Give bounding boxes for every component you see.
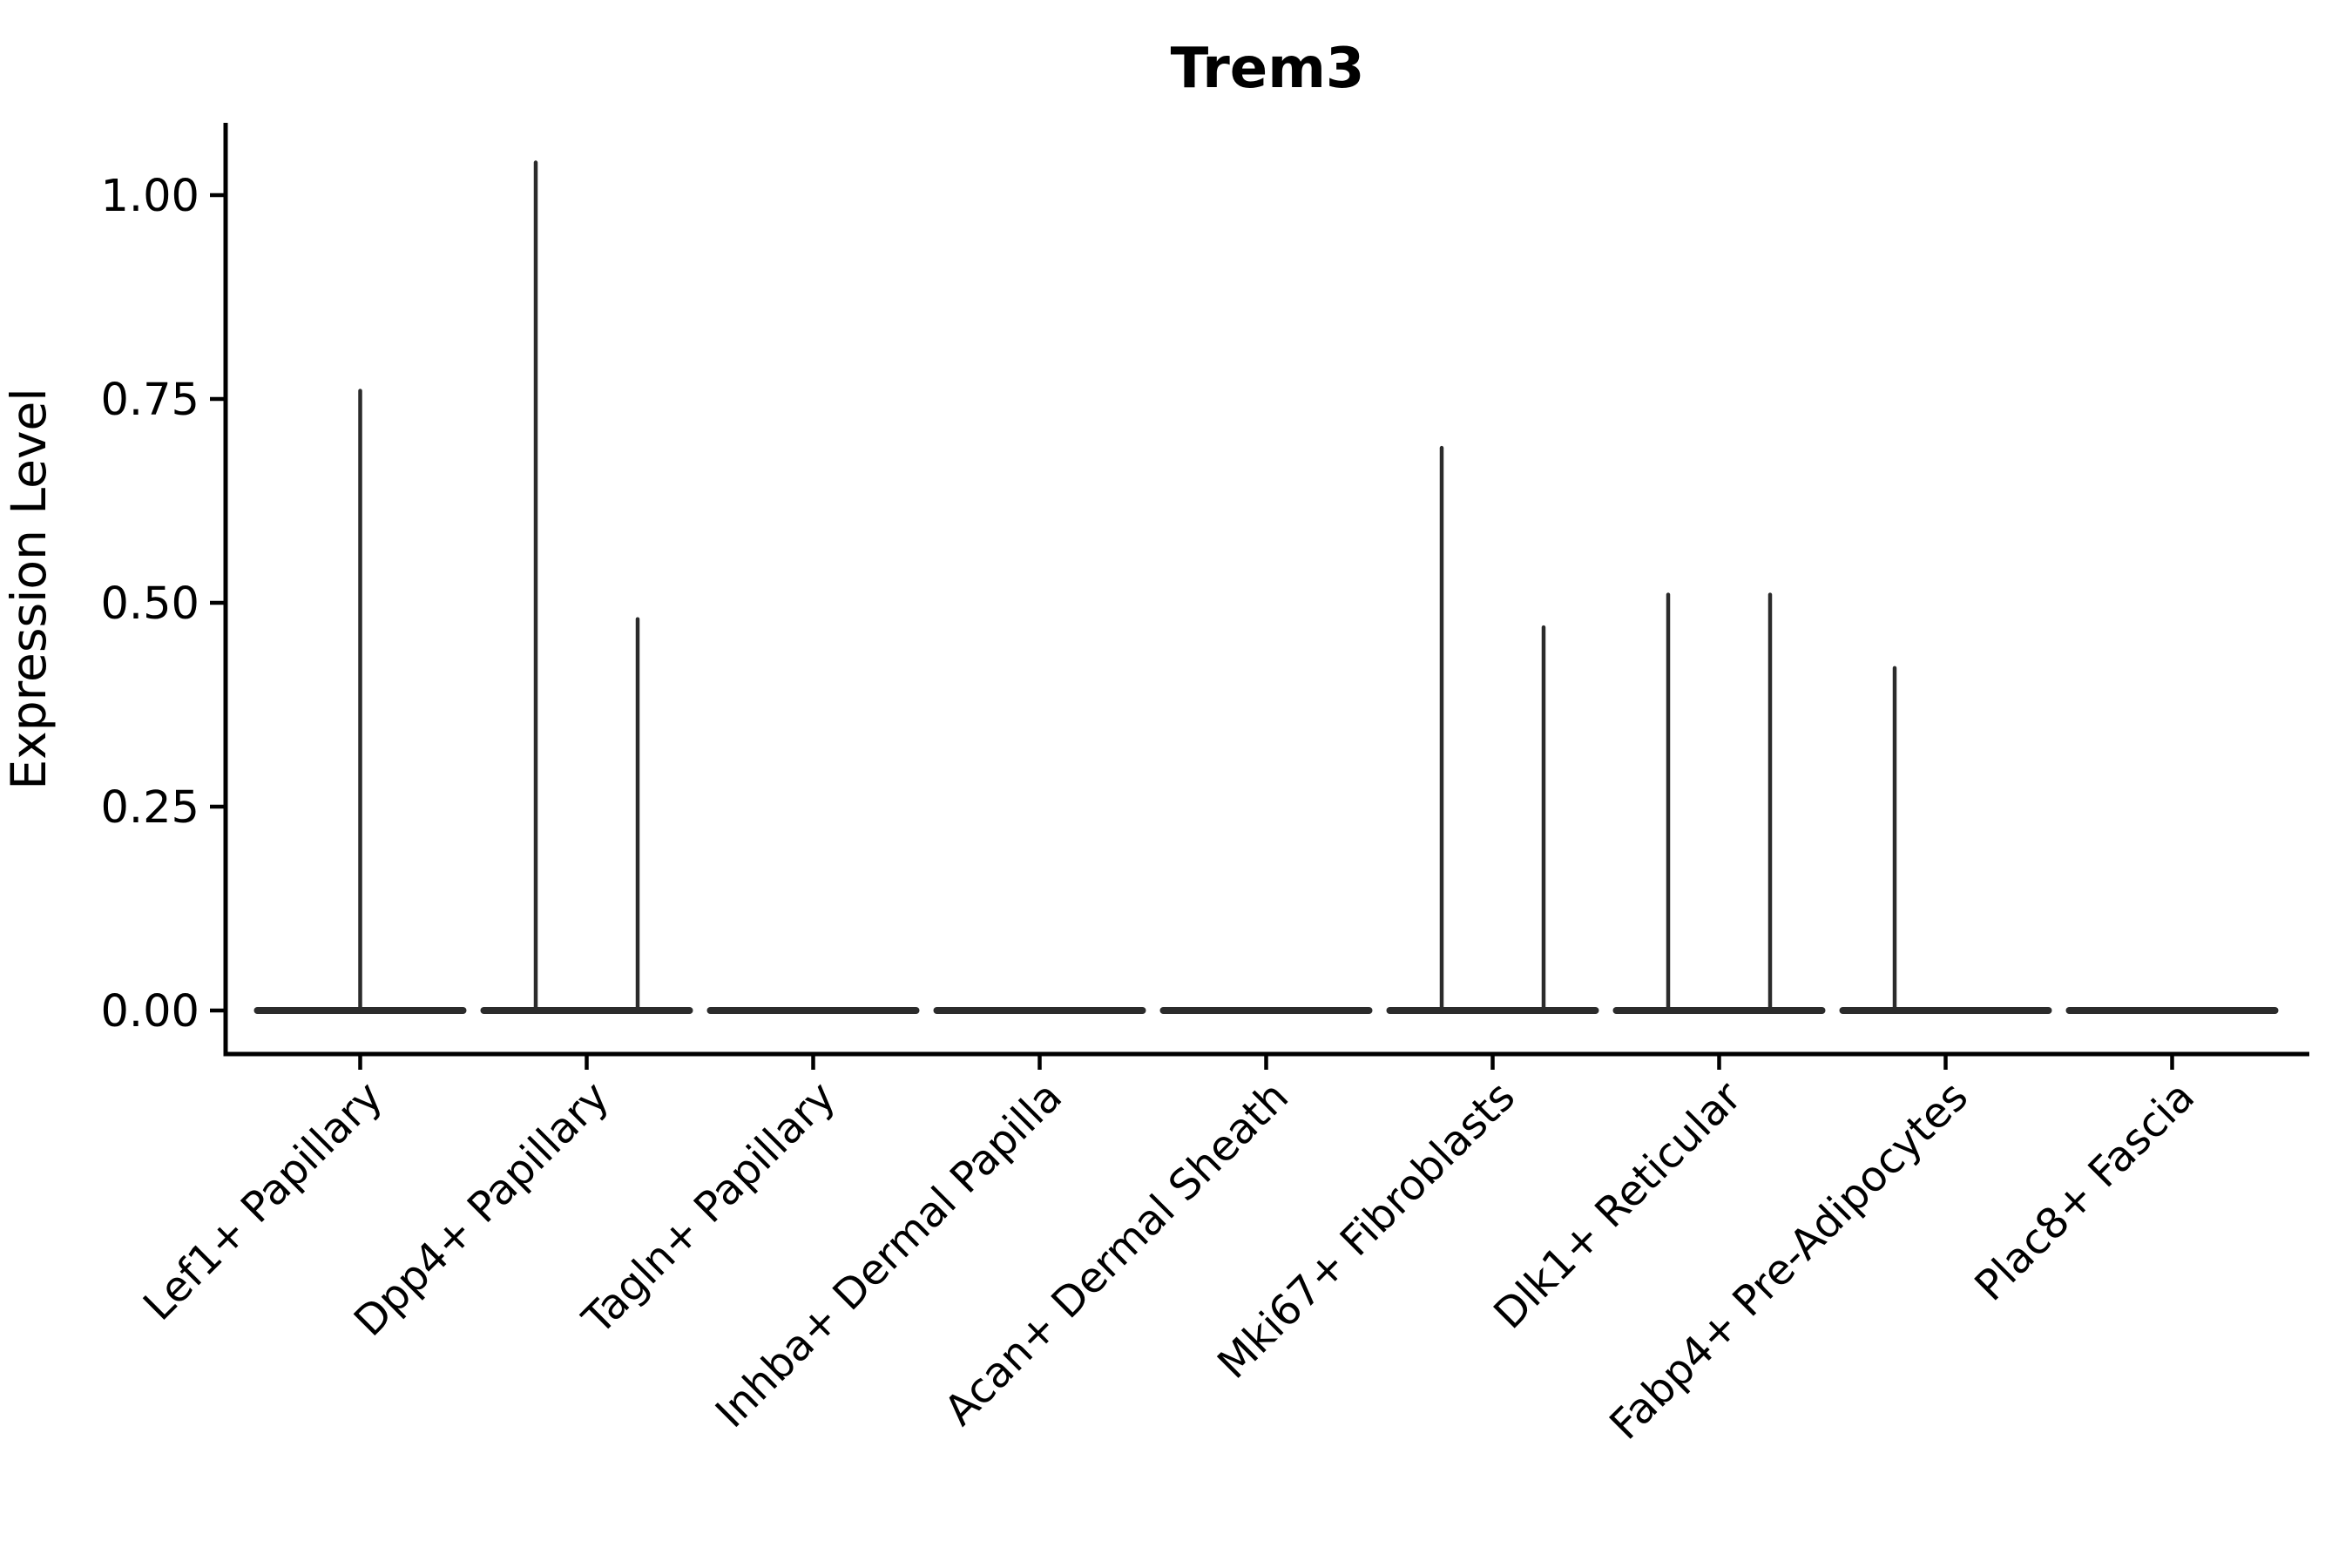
x-tick-label: Dlk1+ Reticular	[1484, 1072, 1751, 1339]
x-tick-label: Fabp4+ Pre-Adipocytes	[1600, 1072, 1977, 1450]
y-tick-label: 0.75	[100, 375, 199, 426]
violin	[1612, 592, 1826, 1014]
y-tick-label: 1.00	[100, 171, 199, 222]
violins-group	[253, 160, 2279, 1014]
violin	[1386, 445, 1599, 1014]
x-tick-label: Plac8+ Fascia	[1965, 1072, 2204, 1311]
violin	[1839, 666, 2052, 1014]
violin	[253, 389, 467, 1014]
y-tick-label: 0.25	[100, 782, 199, 834]
x-tick-label: Lef1+ Papillary	[134, 1072, 392, 1330]
y-axis-label: Expression Level	[1, 388, 57, 789]
y-tick-label: 0.00	[100, 986, 199, 1037]
violin	[480, 160, 693, 1014]
x-tick-label: Tagln+ Papillary	[573, 1072, 845, 1344]
y-tick-label: 0.50	[100, 578, 199, 630]
y-ticks-group: 0.00 0.25 0.50 0.75 1.00	[100, 171, 226, 1037]
chart-title: Trem3	[1171, 37, 1365, 101]
